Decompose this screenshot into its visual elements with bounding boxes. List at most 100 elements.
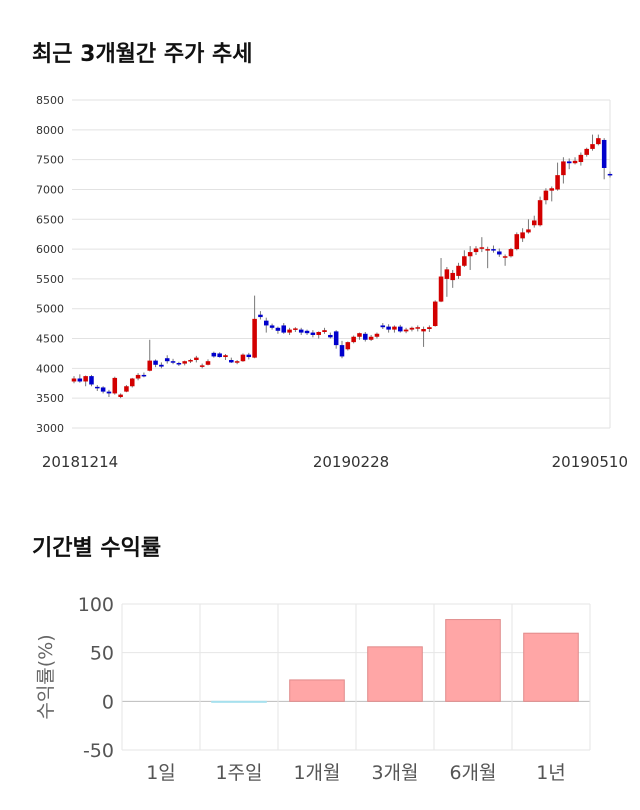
candle-body — [205, 361, 211, 365]
candle-body — [526, 229, 531, 233]
candle-body — [100, 387, 106, 392]
candle — [293, 327, 298, 332]
candle — [514, 232, 520, 251]
candle — [467, 246, 473, 270]
return-bar — [367, 646, 423, 702]
candle-body — [549, 188, 555, 191]
candle-body — [514, 234, 520, 250]
candle-body — [502, 256, 508, 258]
candle-body — [199, 365, 205, 367]
candle — [537, 196, 543, 227]
candle-body — [229, 360, 234, 363]
return-bar — [289, 679, 345, 702]
candle-body — [584, 148, 589, 155]
candle — [508, 247, 514, 258]
candle-body — [444, 269, 450, 279]
candle — [106, 389, 112, 397]
candle — [549, 186, 555, 202]
candle — [450, 269, 455, 288]
candle — [269, 323, 275, 330]
candle — [310, 330, 316, 338]
candle — [339, 340, 345, 359]
candle — [141, 372, 147, 378]
y-tick-label: 4500 — [36, 333, 64, 346]
candle — [211, 351, 217, 358]
candle — [403, 327, 409, 334]
candle — [217, 352, 222, 358]
candle — [287, 327, 292, 335]
candle-body — [304, 330, 310, 334]
candle-body — [246, 354, 252, 358]
candle — [601, 138, 607, 180]
candle-body — [129, 378, 135, 387]
candle — [153, 359, 158, 368]
candle-body — [281, 325, 287, 333]
candle-body — [450, 272, 455, 281]
candle — [572, 157, 578, 165]
candle-body — [409, 327, 415, 330]
candle — [147, 339, 153, 372]
candle-body — [298, 329, 304, 333]
candle — [322, 327, 327, 334]
candle — [129, 377, 135, 388]
candle — [333, 330, 339, 349]
candle-body — [95, 386, 100, 389]
candle — [164, 355, 170, 364]
candle — [479, 237, 485, 253]
candle — [159, 362, 164, 369]
candle — [392, 325, 397, 333]
candle — [578, 152, 584, 166]
candle-body — [333, 331, 339, 346]
x-tick-label: 1년 — [536, 762, 566, 784]
x-tick-label: 1주일 — [215, 762, 262, 784]
candle — [386, 324, 391, 333]
candle-body — [106, 391, 112, 394]
candle — [223, 354, 228, 361]
x-tick-label: 6개월 — [449, 762, 496, 784]
candle-body — [240, 354, 246, 362]
candle — [363, 331, 368, 342]
candle-body — [316, 331, 321, 335]
candle — [188, 358, 193, 363]
candle-body — [89, 376, 94, 385]
candle-body — [159, 364, 164, 367]
candle — [584, 147, 589, 157]
candle-body — [263, 320, 269, 326]
candle-body — [497, 251, 502, 255]
candle-body — [217, 353, 222, 358]
candle-body — [124, 386, 129, 392]
candle-body — [345, 342, 351, 350]
candle-body — [508, 249, 514, 257]
candle — [304, 329, 310, 335]
candle — [421, 326, 426, 347]
candle — [246, 352, 252, 360]
x-tick-label: 20181214 — [42, 453, 118, 471]
candle-body — [269, 325, 275, 328]
candle-body — [363, 333, 368, 340]
candle-body — [322, 330, 327, 332]
candle — [240, 353, 246, 362]
candle-body — [485, 249, 490, 251]
candle — [345, 341, 351, 351]
candle — [543, 188, 549, 205]
candle-body — [520, 232, 525, 239]
candle — [170, 358, 176, 365]
candle — [561, 157, 566, 184]
y-tick-label: 3500 — [36, 392, 64, 405]
candle — [520, 228, 525, 242]
candle-body — [176, 362, 182, 365]
candle-body — [415, 327, 421, 329]
candle — [444, 266, 450, 297]
candle — [555, 162, 560, 191]
candle — [205, 359, 211, 366]
y-tick-label: 5000 — [36, 303, 64, 316]
candle — [234, 360, 240, 365]
candle-body — [258, 314, 263, 318]
candle — [502, 254, 508, 266]
candle — [77, 374, 83, 383]
y-tick-label: 5500 — [36, 273, 64, 286]
candle-body — [310, 332, 316, 335]
candle-body — [572, 160, 578, 164]
candle-body — [170, 361, 176, 363]
candlestick-chart: 3000 3500 4000 4500 5000 5500 6000 6500 7000 7500… — [36, 94, 628, 471]
